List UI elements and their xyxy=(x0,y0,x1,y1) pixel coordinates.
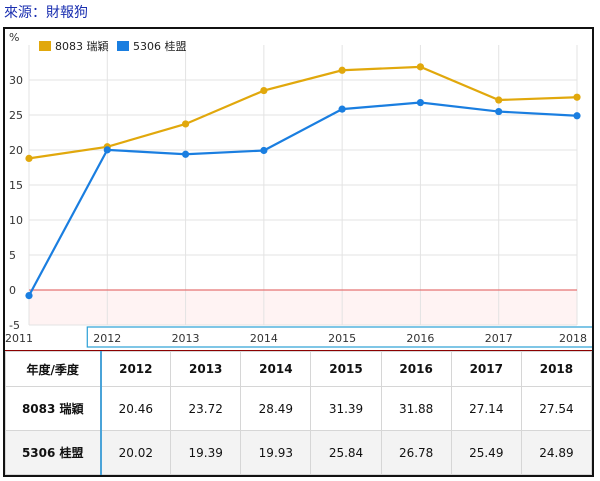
y-tick-label: 20 xyxy=(9,144,23,157)
data-point xyxy=(573,112,581,120)
data-point xyxy=(338,105,346,113)
table-row: 8083 瑞穎 20.46 23.72 28.49 31.39 31.88 27… xyxy=(5,386,593,431)
x-tick-label: 2015 xyxy=(328,332,356,345)
x-tick-label: 2018 xyxy=(559,332,587,345)
data-point xyxy=(338,66,346,74)
series-line xyxy=(28,101,578,297)
series-line xyxy=(28,65,578,160)
table-cell: 25.49 xyxy=(450,430,522,475)
chart-frame xyxy=(3,27,594,477)
data-point xyxy=(573,93,581,101)
y-tick-label: 0 xyxy=(9,284,16,297)
negative-region xyxy=(29,290,577,325)
data-point xyxy=(103,146,111,154)
table-cell: 26.78 xyxy=(380,430,452,475)
data-point xyxy=(181,120,190,128)
data-point xyxy=(495,107,503,116)
legend-label: 5306 桂盟 xyxy=(133,39,187,53)
legend-swatch xyxy=(39,41,51,51)
header-cell: 2017 xyxy=(450,351,522,387)
x-range-selector-frame xyxy=(86,326,592,348)
data-table: 年度/季度 2012 2013 2014 2015 2016 2017 2018… xyxy=(5,351,593,475)
header-cell: 2016 xyxy=(380,351,452,387)
data-point xyxy=(416,98,425,107)
table-cell: 31.39 xyxy=(310,386,382,431)
y-tick-label: -5 xyxy=(9,319,20,332)
data-point xyxy=(260,86,268,95)
y-tick-label: 30 xyxy=(9,74,23,87)
legend-swatch xyxy=(117,41,129,51)
y-tick-label: 15 xyxy=(9,179,23,192)
x-tick-label: 2014 xyxy=(250,332,278,345)
row-label: 8083 瑞穎 xyxy=(5,386,102,431)
x-tick-label: 2016 xyxy=(406,332,434,345)
x-tick-label: 2011 xyxy=(5,332,33,345)
header-cell: 2014 xyxy=(240,351,312,387)
legend-label: 8083 瑞穎 xyxy=(55,39,109,53)
table-cell: 25.84 xyxy=(310,430,382,475)
line-chart: -5 0 5 10 15 20 25 30% 2011 2012 2013 2014 2015 2016 2… xyxy=(5,31,592,348)
table-cell: 23.72 xyxy=(170,386,242,431)
y-unit-label: % xyxy=(9,31,19,44)
table-row: 5306 桂盟 20.02 19.39 19.93 25.84 26.78 25… xyxy=(5,430,593,475)
data-point xyxy=(181,150,190,158)
table-cell: 20.46 xyxy=(99,386,172,431)
table-cell: 24.89 xyxy=(520,430,593,475)
data-point xyxy=(260,146,268,155)
x-tick-label: 2017 xyxy=(485,332,513,345)
header-cell: 年度/季度 xyxy=(5,351,102,387)
y-tick-label: 5 xyxy=(9,249,16,262)
table-header-row: 年度/季度 2012 2013 2014 2015 2016 2017 2018 xyxy=(5,351,593,387)
y-tick-label: 10 xyxy=(9,214,23,227)
table-cell: 19.93 xyxy=(240,430,312,475)
row-label: 5306 桂盟 xyxy=(5,430,102,475)
table-cell: 28.49 xyxy=(240,386,312,431)
x-tick-label: 2013 xyxy=(172,332,200,345)
data-point xyxy=(25,154,33,162)
x-tick-label: 2012 xyxy=(93,332,121,345)
table-cell: 31.88 xyxy=(380,386,452,431)
header-cell: 2015 xyxy=(310,351,382,387)
table-cell: 20.02 xyxy=(99,430,172,475)
header-cell: 2018 xyxy=(520,351,593,387)
data-point xyxy=(25,292,33,300)
y-tick-label: 25 xyxy=(9,109,23,122)
data-point xyxy=(495,96,503,104)
table-cell: 27.54 xyxy=(520,386,593,431)
table-cell: 19.39 xyxy=(170,430,242,475)
source-label: 來源：財報狗 xyxy=(4,5,88,21)
data-point xyxy=(416,63,425,71)
header-cell: 2012 xyxy=(99,351,172,387)
header-cell: 2013 xyxy=(170,351,242,387)
table-cell: 27.14 xyxy=(450,386,522,431)
